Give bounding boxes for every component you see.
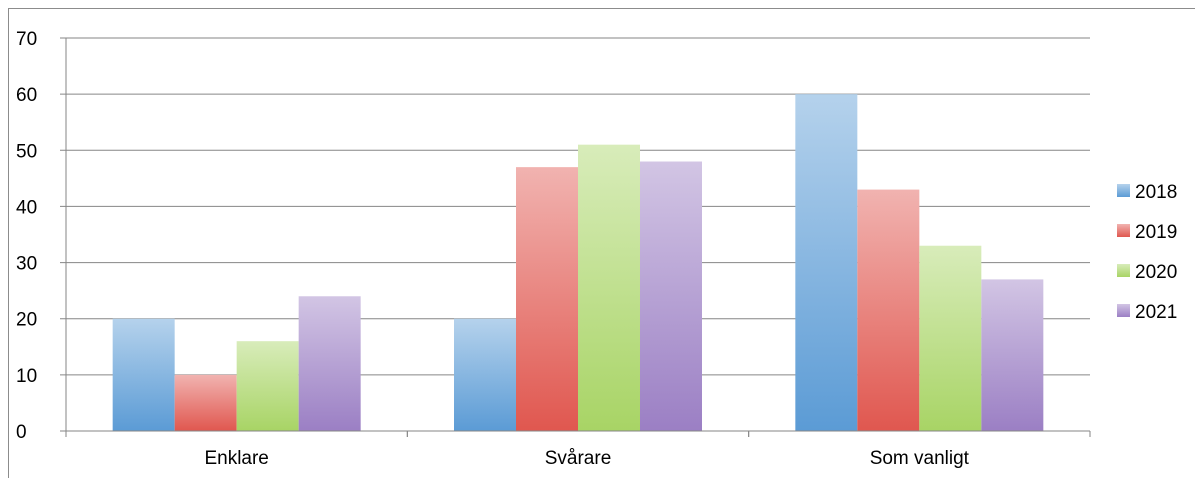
bar-2018-svrare <box>454 318 516 431</box>
bar-2020-enklare <box>236 341 299 431</box>
x-category-label: Som vanligt <box>870 448 970 469</box>
bar-2021-som-vanligt <box>981 279 1044 431</box>
x-category-label: Enklare <box>204 448 268 469</box>
legend-swatch-2021 <box>1117 304 1130 317</box>
axes <box>60 38 1091 437</box>
legend-label-2020: 2020 <box>1135 262 1177 283</box>
bar-2021-enklare <box>298 296 361 431</box>
bar-2020-som-vanligt <box>919 245 982 431</box>
bar-2019-svrare <box>516 167 578 431</box>
y-tick-label: 60 <box>16 85 37 106</box>
y-tick-label: 20 <box>16 310 37 331</box>
legend-swatch-2018 <box>1117 184 1130 197</box>
legend-label-2019: 2019 <box>1135 222 1177 243</box>
bar-2019-som-vanligt <box>857 189 920 431</box>
y-tick-label: 10 <box>16 366 37 387</box>
bar-2021-svrare <box>640 161 702 431</box>
legend: 2018 2019 2020 2021 <box>1117 182 1177 323</box>
bar-2020-svrare <box>578 144 640 431</box>
chart-frame <box>8 8 1195 478</box>
bars <box>112 94 1044 432</box>
y-tick-labels: 0 10 20 30 40 50 60 70 <box>16 29 37 443</box>
legend-label-2018: 2018 <box>1135 182 1177 203</box>
y-tick-label: 50 <box>16 141 37 162</box>
legend-swatch-2020 <box>1117 264 1130 277</box>
x-category-labels: Enklare Svårare Som vanligt <box>204 448 969 469</box>
bar-2019-enklare <box>174 374 237 431</box>
bar-2018-enklare <box>112 318 175 431</box>
x-category-label: Svårare <box>545 448 612 469</box>
y-tick-label: 0 <box>16 422 27 443</box>
y-tick-label: 40 <box>16 197 37 218</box>
y-tick-label: 70 <box>16 29 37 50</box>
legend-swatch-2019 <box>1117 224 1130 237</box>
y-tick-label: 30 <box>16 254 37 275</box>
legend-label-2021: 2021 <box>1135 302 1177 323</box>
bar-2018-som-vanligt <box>795 94 858 432</box>
